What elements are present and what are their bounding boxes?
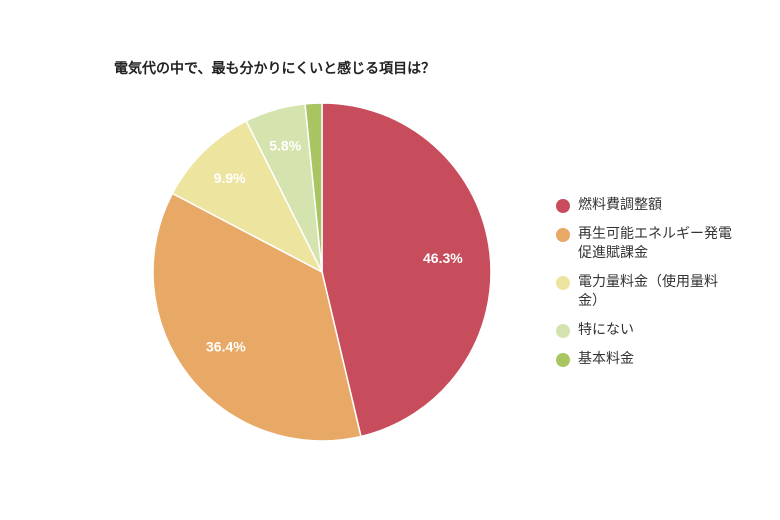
legend-label: 特にない	[578, 322, 634, 338]
legend-item: 電力量料金（使用量料金）	[556, 273, 738, 311]
legend-label: 電力量料金（使用量料金）	[578, 274, 718, 309]
pie-slice	[171, 119, 324, 274]
legend-item: 基本料金	[556, 350, 738, 369]
legend: 燃料費調整額再生可能エネルギー発電促進賦課金 電力量料金（使用量料金） 特にない基本…	[556, 196, 738, 379]
legend-swatch	[556, 324, 570, 338]
legend-item: 再生可能エネルギー発電促進賦課金	[556, 225, 738, 263]
data-label: 5.8%	[269, 137, 301, 153]
legend-label: 基本料金	[578, 351, 634, 367]
legend-swatch	[556, 353, 570, 367]
data-label: 36.4%	[206, 339, 246, 355]
pie-slice	[152, 192, 362, 442]
data-label: 9.9%	[214, 170, 246, 186]
legend-item: 燃料費調整額	[556, 196, 738, 215]
chart-title: 電気代の中で、最も分かりにくいと感じる項目は？	[114, 61, 436, 77]
pie-slice	[304, 102, 323, 273]
legend-item: 特にない	[556, 321, 738, 340]
pie-slice	[321, 102, 492, 438]
legend-swatch	[556, 199, 570, 213]
legend-label: 燃料費調整額	[578, 197, 662, 213]
data-label: 46.3%	[423, 250, 463, 266]
legend-swatch	[556, 228, 570, 242]
legend-swatch	[556, 276, 570, 290]
legend-label: 再生可能エネルギー発電促進賦課金	[578, 226, 732, 261]
